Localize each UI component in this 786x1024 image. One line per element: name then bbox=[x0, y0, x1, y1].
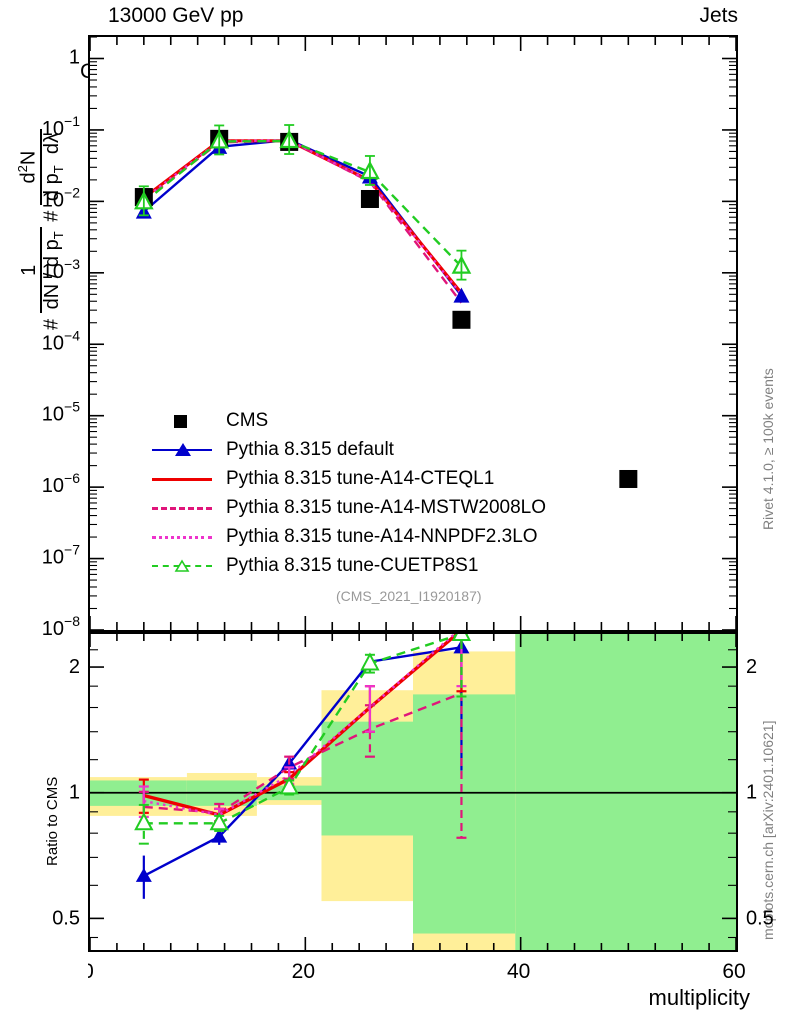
main-data-markers bbox=[133, 124, 638, 488]
rivet-version-label: Rivet 4.1.0, ≥ 100k events bbox=[760, 368, 776, 530]
svg-text:2: 2 bbox=[69, 656, 80, 678]
ratio-y-tick-labels-left: 210.5 bbox=[52, 656, 80, 929]
svg-text:10−3: 10−3 bbox=[42, 256, 80, 283]
svg-text:1: 1 bbox=[746, 782, 757, 804]
svg-text:40: 40 bbox=[507, 960, 530, 983]
ratio-data-markers bbox=[134, 634, 472, 899]
svg-text:2: 2 bbox=[746, 656, 757, 678]
ratio-axis-ticks bbox=[90, 634, 736, 950]
legend-label: CMS bbox=[226, 410, 269, 431]
x-axis-tick-labels: 0 20 40 60 bbox=[88, 960, 746, 983]
svg-text:10−2: 10−2 bbox=[42, 184, 80, 211]
svg-text:0.5: 0.5 bbox=[52, 907, 80, 929]
dotted-line-icon bbox=[152, 527, 212, 547]
svg-text:10−6: 10−6 bbox=[42, 470, 80, 497]
beam-energy-label: 13000 GeV pp bbox=[108, 4, 244, 27]
ratio-y-tick-labels-right: 210.5 bbox=[746, 656, 774, 929]
legend-item-pythia-cteql1[interactable]: Pythia 8.315 tune-A14-CTEQL1 bbox=[152, 464, 546, 493]
legend-item-pythia-nnpdf[interactable]: Pythia 8.315 tune-A14-NNPDF2.3LO bbox=[152, 522, 546, 551]
solid-line-icon bbox=[152, 469, 212, 489]
dashed-line-icon bbox=[152, 498, 212, 518]
svg-text:10−5: 10−5 bbox=[42, 399, 80, 426]
svg-text:0.5: 0.5 bbox=[746, 907, 774, 929]
legend-label: Pythia 8.315 tune-A14-MSTW2008LO bbox=[226, 497, 547, 518]
line-triangle-filled-icon bbox=[152, 440, 212, 460]
legend: CMS Pythia 8.315 default Pythia 8.315 tu… bbox=[152, 406, 546, 580]
svg-text:10−1: 10−1 bbox=[42, 113, 80, 140]
legend-label: Pythia 8.315 tune-A14-NNPDF2.3LO bbox=[226, 526, 538, 547]
svg-text:1: 1 bbox=[69, 47, 80, 69]
main-plot-panel bbox=[88, 35, 738, 632]
legend-label: Pythia 8.315 tune-CUETP8S1 bbox=[226, 555, 479, 576]
legend-label: Pythia 8.315 default bbox=[226, 439, 394, 460]
main-axis-ticks bbox=[90, 37, 736, 630]
legend-item-cms[interactable]: CMS bbox=[152, 406, 546, 435]
svg-text:1: 1 bbox=[69, 782, 80, 804]
ratio-plot-panel bbox=[88, 632, 738, 952]
main-plot-svg bbox=[90, 37, 736, 630]
analysis-category-label: Jets bbox=[699, 4, 738, 27]
legend-item-pythia-default[interactable]: Pythia 8.315 default bbox=[152, 435, 546, 464]
svg-text:60: 60 bbox=[722, 960, 745, 983]
legend-item-pythia-cuetp8s1[interactable]: Pythia 8.315 tune-CUETP8S1 bbox=[152, 551, 546, 580]
svg-text:10−4: 10−4 bbox=[42, 327, 80, 354]
main-y-tick-labels: 110−110−210−310−410−510−610−710−8 bbox=[42, 47, 80, 635]
ratio-uncertainty-bands bbox=[90, 634, 736, 950]
legend-label: Pythia 8.315 tune-A14-CTEQL1 bbox=[226, 468, 495, 489]
x-axis-label: multiplicity bbox=[648, 985, 750, 1010]
legend-item-pythia-mstw[interactable]: Pythia 8.315 tune-A14-MSTW2008LO bbox=[152, 493, 546, 522]
square-marker-icon bbox=[152, 411, 212, 431]
svg-text:20: 20 bbox=[292, 960, 315, 983]
line-triangle-open-icon bbox=[152, 556, 212, 576]
analysis-id-watermark: (CMS_2021_I1920187) bbox=[336, 588, 482, 604]
svg-text:10−7: 10−7 bbox=[42, 542, 80, 569]
svg-text:0: 0 bbox=[88, 960, 94, 983]
main-data-curves bbox=[142, 138, 463, 304]
ratio-plot-svg bbox=[90, 634, 736, 950]
